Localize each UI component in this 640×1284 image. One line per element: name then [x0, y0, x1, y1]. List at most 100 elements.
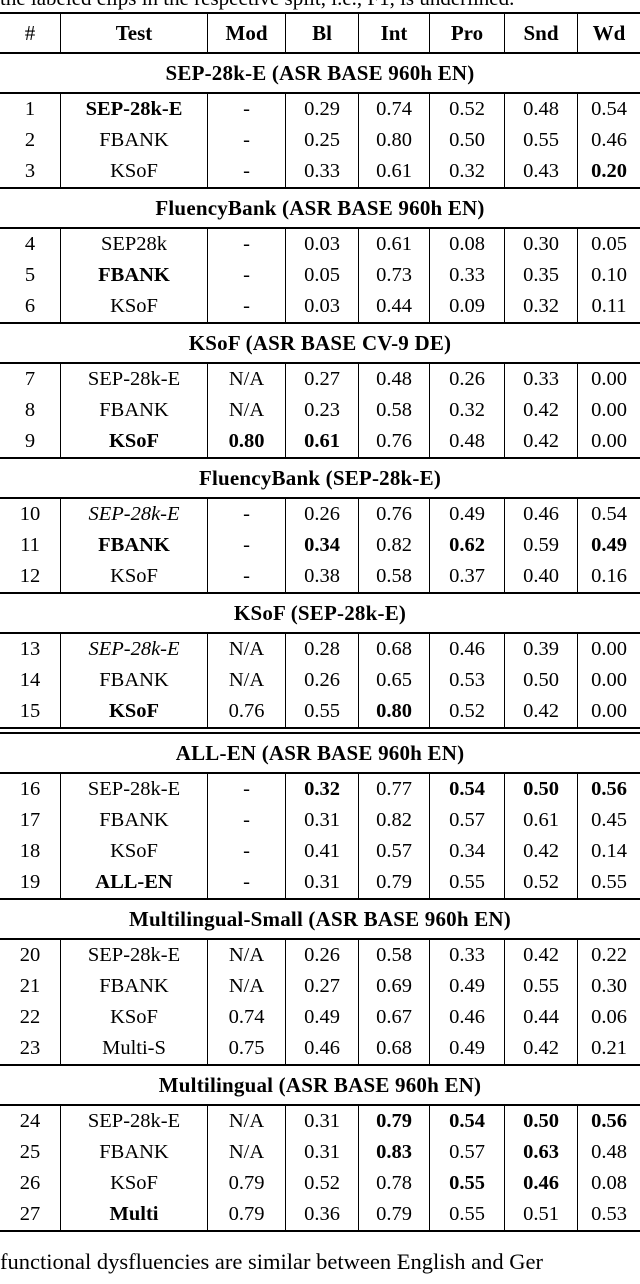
row-number: 18: [19, 840, 41, 862]
row-number: 12: [19, 565, 41, 587]
cell-value: 0.61: [358, 229, 429, 260]
table-row: 27 Multi 0.79 0.36 0.79 0.55 0.51 0.53: [0, 1199, 640, 1230]
section-title: KSoF (ASR BASE CV-9 DE): [188, 330, 452, 355]
cell-value: 0.63: [504, 1137, 577, 1168]
row-number: 17: [19, 809, 41, 831]
cell-mod: -: [207, 561, 285, 592]
table-row: 3 KSoF -0.33 0.61 0.32 0.43 0.20: [0, 156, 640, 187]
cell-value: 0.55: [429, 1199, 504, 1230]
cell-value: 0.00: [577, 696, 640, 727]
cell-value: 0.55: [504, 971, 577, 1002]
cell-value: 0.20: [577, 156, 640, 187]
column-header-pro: Pro: [429, 14, 504, 52]
section-title-rule: [0, 1104, 640, 1106]
cell-mod: N/A: [207, 665, 285, 696]
cell-mod: 0.80: [207, 426, 285, 457]
cell-value: 0.46: [504, 499, 577, 530]
cell-value: 0.31: [285, 1137, 358, 1168]
cell-value: 0.44: [504, 1002, 577, 1033]
table-row: 15 KSoF 0.76 0.55 0.80 0.52 0.42 0.00: [0, 696, 640, 727]
table-row: 9 KSoF 0.80 0.61 0.76 0.48 0.42 0.00: [0, 426, 640, 457]
cell-value: 0.14: [577, 836, 640, 867]
cell-value: 0.48: [577, 1137, 640, 1168]
row-number: 26: [19, 1172, 41, 1194]
cell-value: 0.32: [429, 156, 504, 187]
cell-value: 0.69: [358, 971, 429, 1002]
cell-value: 0.32: [429, 395, 504, 426]
section-bottom-rule: [0, 592, 640, 594]
cell-value: 0.10: [577, 260, 640, 291]
column-header-int: Int: [358, 14, 429, 52]
section-title: Multilingual (ASR BASE 960h EN): [158, 1072, 482, 1097]
cell-mod: -: [207, 125, 285, 156]
column-header-wd: Wd: [577, 14, 640, 52]
cell-value: 0.06: [577, 1002, 640, 1033]
cell-value: 0.42: [504, 395, 577, 426]
table-row: 18 KSoF -0.41 0.57 0.34 0.42 0.14: [0, 836, 640, 867]
cell-value: 0.31: [285, 1106, 358, 1137]
cell-mod: -: [207, 805, 285, 836]
caption-top: the labeled clips in the respective spli…: [0, 0, 640, 12]
row-number: 13: [19, 638, 41, 660]
section-bottom-rule: [0, 1230, 640, 1232]
cell-value: 0.31: [285, 805, 358, 836]
column-header-num: #: [24, 20, 36, 45]
cell-value: 0.68: [358, 1033, 429, 1064]
table-row: 1 SEP-28k-E -0.29 0.74 0.52 0.48 0.54: [0, 94, 640, 125]
row-test-name: SEP-28k-E: [60, 364, 207, 395]
cell-mod: -: [207, 867, 285, 898]
row-test-name: FBANK: [60, 665, 207, 696]
cell-mod: 0.74: [207, 1002, 285, 1033]
cell-mod: N/A: [207, 395, 285, 426]
cell-value: 0.49: [429, 499, 504, 530]
row-number: 22: [19, 1006, 41, 1028]
row-number: 8: [24, 399, 36, 421]
cell-value: 0.22: [577, 940, 640, 971]
row-test-name: SEP-28k-E: [60, 774, 207, 805]
row-number: 27: [19, 1203, 41, 1225]
cell-value: 0.79: [358, 1199, 429, 1230]
caption-bottom-text: functional dysfluencies are similar betw…: [0, 1249, 543, 1274]
cell-value: 0.46: [285, 1033, 358, 1064]
section-bottom-rule: [0, 322, 640, 324]
cell-value: 0.03: [285, 229, 358, 260]
cell-value: 0.48: [504, 94, 577, 125]
row-number: 4: [24, 233, 36, 255]
table-row: 24 SEP-28k-E N/A 0.31 0.79 0.54 0.50 0.56: [0, 1106, 640, 1137]
cell-value: 0.57: [429, 805, 504, 836]
cell-mod: 0.79: [207, 1168, 285, 1199]
cell-value: 0.78: [358, 1168, 429, 1199]
cell-mod: N/A: [207, 364, 285, 395]
cell-mod: N/A: [207, 971, 285, 1002]
cell-value: 0.35: [504, 260, 577, 291]
cell-value: 0.52: [504, 867, 577, 898]
row-number: 3: [24, 160, 36, 182]
cell-value: 0.56: [577, 1106, 640, 1137]
cell-value: 0.38: [285, 561, 358, 592]
section-title-rule: [0, 362, 640, 364]
section-bottom-rule: [0, 457, 640, 459]
cell-value: 0.61: [285, 426, 358, 457]
cell-value: 0.25: [285, 125, 358, 156]
section-title-rule: [0, 772, 640, 774]
row-test-name: Multi: [60, 1199, 207, 1230]
cell-mod: N/A: [207, 634, 285, 665]
table-top-rule: [0, 12, 640, 14]
cell-value: 0.08: [577, 1168, 640, 1199]
cell-value: 0.79: [358, 1106, 429, 1137]
caption-bottom: functional dysfluencies are similar betw…: [0, 1248, 640, 1280]
table-row: 22 KSoF 0.74 0.49 0.67 0.46 0.44 0.06: [0, 1002, 640, 1033]
cell-value: 0.42: [504, 696, 577, 727]
cell-value: 0.34: [429, 836, 504, 867]
section-title-rule: [0, 497, 640, 499]
cell-mod: N/A: [207, 940, 285, 971]
row-number: 10: [19, 503, 41, 525]
cell-mod: N/A: [207, 1106, 285, 1137]
section-title: ALL-EN (ASR BASE 960h EN): [175, 740, 465, 765]
cell-value: 0.58: [358, 561, 429, 592]
cell-value: 0.46: [429, 634, 504, 665]
section-title: KSoF (SEP-28k-E): [233, 600, 407, 625]
cell-value: 0.59: [504, 530, 577, 561]
cell-value: 0.77: [358, 774, 429, 805]
cell-mod: -: [207, 156, 285, 187]
